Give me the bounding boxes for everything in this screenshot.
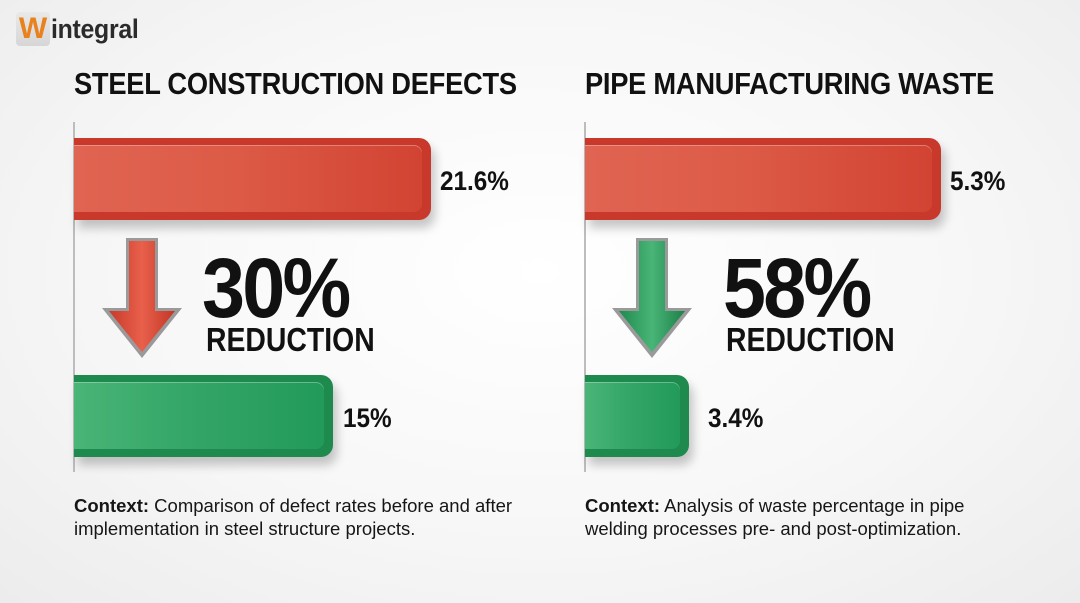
- after-value: 15%: [343, 403, 392, 433]
- chart-title: PIPE MANUFACTURING WASTE: [585, 66, 994, 101]
- context-label: Context:: [74, 495, 150, 516]
- before-bar: [74, 138, 431, 220]
- before-value: 5.3%: [950, 166, 1006, 196]
- chart-title: STEEL CONSTRUCTION DEFECTS: [74, 66, 517, 101]
- context-text: Analysis of waste percentage in pipe wel…: [585, 495, 965, 539]
- down-arrow-icon: [612, 238, 692, 358]
- context-note: Context: Comparison of defect rates befo…: [74, 494, 514, 540]
- logo-mark: W: [16, 12, 50, 46]
- brand-logo: W integral: [16, 12, 146, 46]
- reduction-percent: 30%: [202, 241, 351, 335]
- axis-line: [584, 122, 586, 472]
- before-value: 21.6%: [440, 166, 509, 196]
- context-label: Context:: [585, 495, 661, 516]
- after-bar: [585, 375, 689, 457]
- before-bar: [585, 138, 941, 220]
- context-text: Comparison of defect rates before and af…: [74, 495, 513, 539]
- pipe-waste-panel: PIPE MANUFACTURING WASTE 5.3% 58% REDUCT…: [511, 0, 1031, 603]
- axis-line: [73, 122, 75, 472]
- context-note: Context: Analysis of waste percentage in…: [585, 494, 1025, 540]
- reduction-label: REDUCTION: [206, 321, 375, 358]
- reduction-label: REDUCTION: [726, 321, 895, 358]
- down-arrow-icon: [102, 238, 182, 358]
- logo-text: integral: [51, 13, 139, 44]
- after-value: 3.4%: [708, 403, 764, 433]
- after-bar: [74, 375, 333, 457]
- steel-defects-panel: STEEL CONSTRUCTION DEFECTS 21.6% 30% RED…: [0, 0, 520, 603]
- reduction-percent: 58%: [723, 241, 872, 335]
